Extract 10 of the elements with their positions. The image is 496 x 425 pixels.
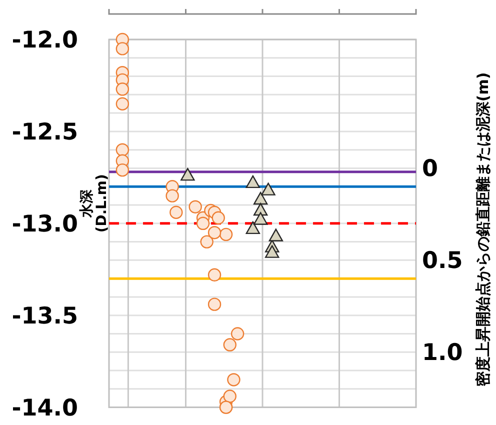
y-tick-label: -13.5 [12,303,78,330]
y2-tick-label: 0.5 [422,248,463,274]
y2-tick-label: 1.0 [422,340,463,366]
y-axis-title: 水深 (D.L.m) [79,174,110,233]
y-tick-label: -12.0 [12,28,78,54]
y-tick-label: -14.0 [12,395,78,422]
y-tick-label: -13.0 [12,211,78,238]
y-tick-label: -12.5 [12,119,78,146]
y2-axis-title: 密度上昇開始点からの鉛直距離または泥深(m) [474,72,492,387]
y2-tick-label: 0 [422,156,438,182]
